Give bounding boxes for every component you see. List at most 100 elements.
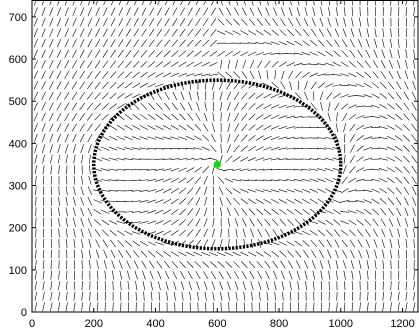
field-vector (162, 178, 172, 183)
field-vector (388, 207, 394, 216)
field-vector (355, 115, 365, 119)
field-vector (203, 7, 209, 16)
field-vector (194, 50, 202, 57)
field-vector (81, 260, 83, 270)
field-vector (264, 60, 271, 68)
field-vector (413, 7, 415, 17)
field-vector (404, 81, 409, 90)
field-vector (255, 93, 264, 99)
field-vector (257, 228, 262, 238)
field-vector (86, 81, 93, 90)
field-vector (89, 291, 91, 301)
field-vector (374, 28, 377, 38)
field-vector (64, 0, 68, 6)
field-vector (288, 18, 294, 27)
field-vector (212, 186, 215, 196)
field-vector (132, 103, 140, 110)
field-vector (33, 7, 38, 16)
field-vector (251, 291, 254, 301)
field-vector (236, 302, 238, 312)
field-vector (155, 61, 164, 68)
field-vector (378, 168, 388, 172)
field-vector (58, 228, 60, 238)
field-vector (366, 260, 369, 270)
field-vector (87, 7, 92, 16)
field-vector (313, 0, 315, 6)
field-vector (164, 270, 170, 280)
field-vector (327, 112, 331, 122)
field-vector (170, 61, 179, 68)
field-vector (133, 28, 139, 37)
field-vector (364, 71, 372, 79)
field-vector (325, 229, 333, 237)
field-vector (363, 146, 373, 151)
field-vector (334, 239, 340, 248)
field-vector (340, 200, 350, 203)
field-vector (228, 302, 230, 312)
field-vector (41, 91, 46, 101)
field-vector (86, 113, 93, 121)
field-vector (210, 145, 217, 153)
field-vector (204, 80, 207, 90)
field-vector (387, 177, 395, 184)
field-vector (318, 239, 325, 248)
field-vector (178, 167, 187, 172)
field-vector (163, 198, 172, 204)
field-vector (211, 123, 216, 132)
field-vector (295, 29, 302, 37)
field-vector (273, 270, 278, 280)
field-vector (164, 28, 170, 37)
field-vector (227, 102, 231, 111)
field-vector (311, 250, 317, 259)
field-vector (403, 124, 410, 132)
field-vector (395, 187, 402, 195)
field-vector (95, 39, 101, 48)
field-vector (170, 158, 180, 161)
field-vector (371, 169, 381, 171)
field-vector (164, 91, 170, 101)
field-vector (139, 147, 149, 150)
field-vector (88, 228, 92, 238)
field-vector (373, 228, 378, 238)
field-vector (87, 197, 93, 206)
field-vector (413, 281, 416, 291)
field-vector (110, 0, 114, 6)
field-vector (295, 218, 302, 226)
field-vector (403, 155, 410, 163)
field-vector (65, 144, 69, 154)
field-vector (170, 72, 180, 77)
field-vector (295, 250, 302, 258)
field-vector (64, 49, 70, 58)
field-vector (64, 133, 69, 143)
field-vector (81, 239, 84, 248)
field-vector (139, 221, 149, 224)
field-vector (286, 147, 296, 150)
field-vector (286, 115, 296, 119)
field-vector (57, 302, 61, 312)
field-vector (413, 59, 416, 69)
field-vector (118, 7, 123, 16)
field-vector (363, 136, 373, 140)
field-vector (411, 186, 417, 195)
field-vector (413, 228, 416, 238)
field-vector (248, 135, 256, 142)
field-vector (356, 145, 364, 152)
field-vector (162, 72, 172, 78)
field-vector (225, 261, 233, 268)
field-vector (286, 40, 295, 46)
field-vector (33, 28, 38, 37)
field-vector (124, 114, 133, 120)
field-vector (155, 250, 164, 258)
field-vector (186, 61, 195, 67)
field-vector (255, 251, 264, 257)
field-vector (117, 60, 124, 68)
field-vector (171, 113, 179, 121)
field-vector (243, 0, 246, 6)
field-vector (64, 39, 69, 48)
field-vector (170, 136, 180, 140)
field-vector (233, 197, 240, 205)
y-axis: 0 100 200 300 400 500 600 700 (9, 12, 418, 319)
field-vector (343, 7, 346, 17)
field-vector (301, 126, 311, 129)
field-vector (256, 218, 263, 227)
